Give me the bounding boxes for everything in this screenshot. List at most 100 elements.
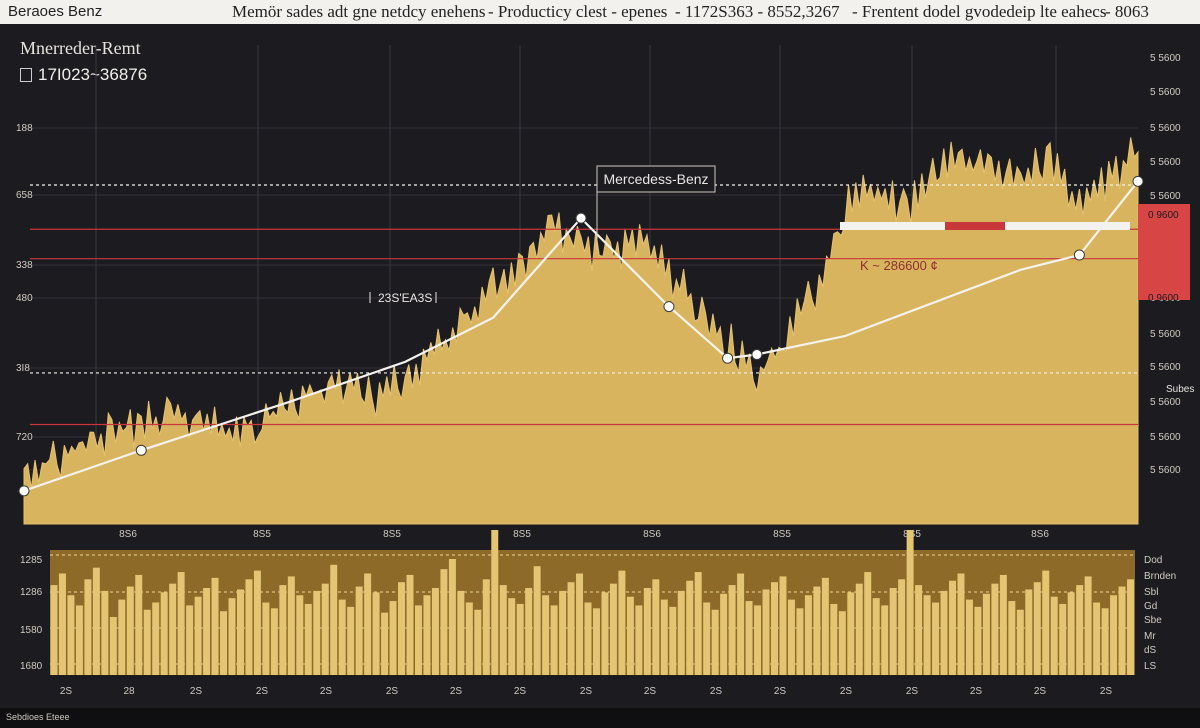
volume-bar xyxy=(50,585,58,675)
volume-y-tick-right: Sbe xyxy=(1144,615,1162,626)
callout-box: Mercedess-Benz xyxy=(596,165,716,250)
range-checkbox-icon[interactable] xyxy=(20,68,32,82)
volume-bar xyxy=(669,606,677,675)
volume-bar xyxy=(711,609,719,675)
footer-bar: Sebdioes Eteee xyxy=(0,708,1200,728)
volume-bar xyxy=(279,585,287,675)
volume-bar xyxy=(576,573,584,675)
volume-bar xyxy=(406,574,414,675)
y-tick-right: 5 5600 xyxy=(1150,465,1181,476)
callout-text: Mercedess-Benz xyxy=(603,171,708,187)
volume-bar xyxy=(1127,579,1134,675)
volume-bar xyxy=(982,593,990,675)
volume-y-tick-right: LS xyxy=(1144,661,1157,672)
y-tick-right: 5 5600 xyxy=(1150,157,1181,168)
volume-bar xyxy=(440,569,448,675)
volume-bar xyxy=(414,605,422,675)
volume-y-tick-right: Sbl xyxy=(1144,587,1158,598)
volume-x-tick: 2S xyxy=(644,686,657,697)
top-header-bar: Beraoes Benz Memör sades adt gne netdcy … xyxy=(0,0,1200,24)
volume-x-tick: 2S xyxy=(450,686,463,697)
volume-bar xyxy=(872,598,880,675)
volume-bar xyxy=(75,605,83,675)
trend-marker-6 xyxy=(1073,249,1085,261)
volume-x-tick: 2S xyxy=(774,686,787,697)
header-item-1[interactable]: Memör sades adt gne netdcy enehens xyxy=(232,2,486,21)
footer-text: Sebdioes Eteee xyxy=(6,712,70,722)
volume-bar xyxy=(584,602,592,675)
volume-bar xyxy=(965,599,973,675)
volume-bar xyxy=(389,601,397,675)
volume-panel xyxy=(50,530,1135,675)
volume-y-tick-left: 1680 xyxy=(20,661,43,672)
volume-x-tick: 2S xyxy=(514,686,527,697)
volume-bar xyxy=(67,595,75,675)
volume-bar xyxy=(771,582,778,675)
volume-bar xyxy=(296,595,304,675)
ticker-name: Mnerreder-Remt xyxy=(20,38,141,58)
volume-y-tick-left: 1580 xyxy=(20,625,43,636)
volume-bar xyxy=(211,577,219,675)
volume-bar xyxy=(499,585,507,675)
volume-bar xyxy=(720,593,728,675)
volume-bar xyxy=(618,570,626,675)
volume-bar xyxy=(143,609,151,675)
y-axis-left: 188 658 338 480 3I8 720 xyxy=(16,123,33,443)
volume-bar xyxy=(1025,589,1033,675)
volume-bar xyxy=(160,592,168,675)
volume-bar xyxy=(1110,595,1118,675)
ticker-range: 17I023~36876 xyxy=(20,65,147,85)
volume-y-tick-right: Mr xyxy=(1144,631,1156,642)
x-tick: 8S6 xyxy=(1031,529,1049,540)
volume-bar xyxy=(906,530,914,675)
volume-bar xyxy=(999,574,1007,675)
volume-bar xyxy=(203,588,211,675)
price-area-fill xyxy=(23,137,1139,525)
volume-bar xyxy=(813,586,821,675)
trend-marker-0 xyxy=(18,485,30,497)
volume-bar xyxy=(745,601,753,675)
volume-x-tick: 2S xyxy=(840,686,853,697)
horizontal-levels xyxy=(30,184,1138,426)
brand-label[interactable]: Beraoes Benz xyxy=(8,3,103,20)
volume-bar xyxy=(313,590,321,675)
volume-bar xyxy=(1016,609,1024,675)
volume-x-tick: 2S xyxy=(906,686,919,697)
right-side-label: Subes xyxy=(1166,384,1194,395)
y-tick-right: 5 5600 xyxy=(1150,432,1181,443)
header-item-4[interactable]: - Frentent dodel gvodedeip lte eahecs xyxy=(852,2,1107,21)
price-volume-chart[interactable]: 188 658 338 480 3I8 720 5 5600 5 5600 5 5600 5 5… xyxy=(0,0,1200,708)
volume-bar xyxy=(245,579,253,675)
volume-bar xyxy=(804,595,812,675)
header-item-5[interactable]: - 8063 xyxy=(1105,2,1149,21)
x-tick: 8S6 xyxy=(643,529,661,540)
volume-bar xyxy=(677,590,685,675)
volume-bar xyxy=(559,590,567,675)
volume-bar xyxy=(855,583,863,675)
volume-bar xyxy=(381,612,389,675)
volume-bar xyxy=(567,582,575,675)
volume-x-tick: 2S xyxy=(1100,686,1113,697)
volume-bar xyxy=(542,595,550,675)
header-item-3[interactable]: - 1172S363 - 8552,3267 xyxy=(675,2,840,21)
volume-bar xyxy=(660,599,668,675)
highlight-strip-red xyxy=(945,222,1005,230)
volume-bar xyxy=(915,585,923,675)
volume-bar xyxy=(270,608,278,675)
header-item-2[interactable]: - Producticy clest - epenes xyxy=(488,2,668,21)
volume-bar xyxy=(152,602,160,675)
x-tick: 8S5 xyxy=(513,529,531,540)
volume-bar xyxy=(253,570,261,675)
volume-bar xyxy=(58,573,66,675)
volume-bar xyxy=(550,605,558,675)
volume-bar xyxy=(940,590,948,675)
y-tick-left: 188 xyxy=(16,123,33,134)
volume-bar xyxy=(762,589,770,675)
volume-bar xyxy=(448,559,456,675)
volume-x-tick: 2S xyxy=(710,686,723,697)
volume-bar xyxy=(932,602,940,675)
volume-bar xyxy=(652,579,660,675)
volume-bar xyxy=(796,608,804,675)
y-tick-left: 3I8 xyxy=(16,363,30,374)
